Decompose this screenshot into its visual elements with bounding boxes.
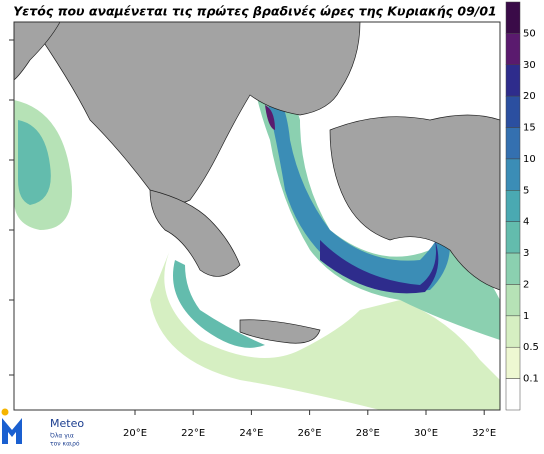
lon-label: 22°E	[181, 428, 205, 439]
colorbar-label: 3	[523, 248, 529, 259]
lon-label: 20°E	[123, 428, 147, 439]
balkans	[29, 21, 361, 204]
colorbar-box	[505, 158, 521, 191]
logo-name: Meteo	[50, 417, 84, 430]
greece	[149, 189, 241, 277]
lon-label: 26°E	[298, 428, 322, 439]
colorbar-label: 4	[523, 217, 529, 228]
colorbar-box	[505, 127, 521, 160]
lon-label: 28°E	[356, 428, 380, 439]
crete	[239, 319, 321, 344]
colorbar-box	[505, 33, 521, 66]
colorbar-box	[505, 64, 521, 97]
logo-tagline: Όλα για	[49, 433, 74, 440]
colorbar-box	[505, 190, 521, 222]
colorbar-label: 50	[523, 28, 536, 39]
colorbar-label: 1	[523, 311, 529, 322]
colorbar-label: 15	[523, 123, 536, 134]
colorbar-box	[505, 95, 521, 128]
lon-label: 32°E	[472, 428, 496, 439]
colorbar-box	[505, 346, 521, 379]
colorbar-label: 30	[523, 60, 536, 71]
turkey	[329, 114, 501, 291]
colorbar-label: 5	[523, 185, 529, 196]
colorbar-box	[505, 378, 521, 411]
precip-area	[173, 260, 265, 348]
logo: Meteo Όλα για τον καιρό	[1, 408, 84, 448]
precip-area	[320, 240, 439, 294]
logo-mark	[2, 418, 22, 444]
colorbar-label: 2	[523, 279, 529, 290]
logo-dot	[1, 408, 9, 416]
colorbar-label: 20	[523, 91, 536, 102]
lon-label: 30°E	[414, 428, 438, 439]
precip-area	[150, 250, 500, 410]
colorbar-label: 0.1	[523, 374, 539, 385]
colorbar-box	[505, 221, 521, 254]
colorbar-label: 0.5	[523, 342, 539, 353]
colorbar-box	[505, 284, 521, 317]
map-title: Υετός που αναμένεται τις πρώτες βραδινές…	[13, 4, 497, 19]
colorbar-label: 10	[523, 154, 536, 165]
colorbar-box	[505, 1, 521, 34]
lon-label: 24°E	[239, 428, 263, 439]
italy	[13, 21, 61, 81]
colorbar-box	[505, 315, 521, 348]
precip-area	[265, 105, 275, 130]
logo-tagline: τον καιρό	[50, 441, 80, 448]
colorbar-box	[505, 252, 521, 285]
precip-area	[262, 80, 450, 291]
map-area	[13, 21, 501, 411]
precip-area	[18, 120, 51, 205]
map-frame	[13, 21, 501, 411]
